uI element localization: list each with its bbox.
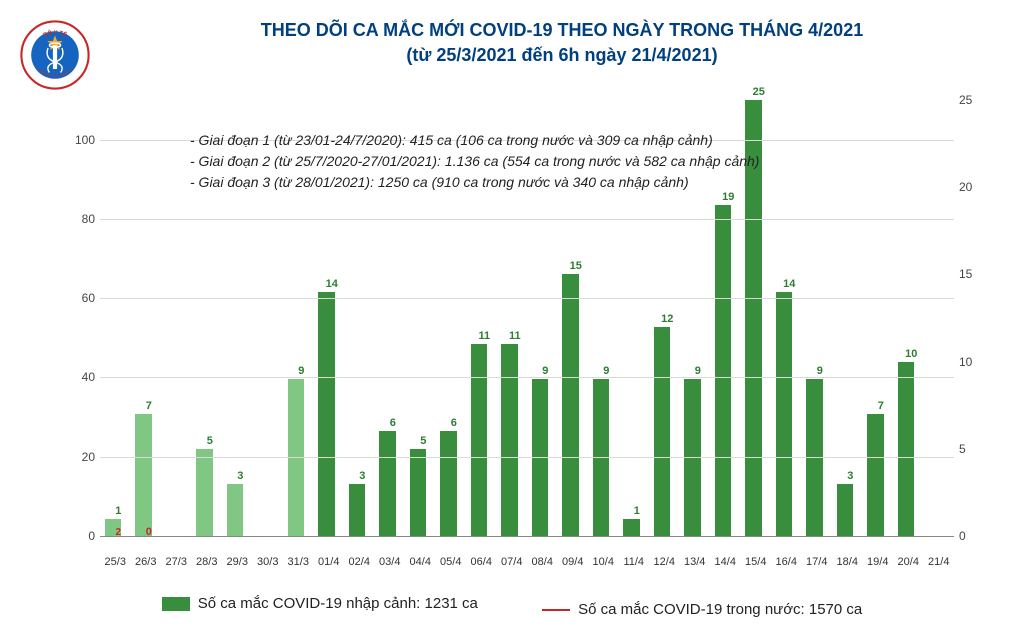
y-right-tick: 20 bbox=[959, 180, 989, 194]
legend-item-domestic: Số ca mắc COVID-19 trong nước: 1570 ca bbox=[542, 601, 862, 618]
bar bbox=[562, 274, 579, 536]
chart-card: BỘ Y TẾ MINISTRY OF HEALTH THEO DÕI CA M… bbox=[0, 0, 1024, 632]
bar bbox=[196, 449, 213, 536]
title-line-2: (từ 25/3/2021 đến 6h ngày 21/4/2021) bbox=[130, 43, 994, 68]
y-right-tick: 15 bbox=[959, 267, 989, 281]
bar-slot: 318/4 bbox=[832, 100, 863, 536]
y-right-tick: 25 bbox=[959, 93, 989, 107]
gridline bbox=[100, 377, 954, 378]
bar-slot: 70226/3 bbox=[131, 100, 162, 536]
ministry-logo: BỘ Y TẾ MINISTRY OF HEALTH bbox=[20, 20, 90, 90]
legend-swatch-bar bbox=[162, 597, 190, 611]
bar bbox=[898, 362, 915, 536]
bar-slot: 21/4 bbox=[924, 100, 955, 536]
bar bbox=[471, 344, 488, 536]
y-left-tick: 80 bbox=[45, 212, 95, 226]
bar bbox=[440, 431, 457, 536]
phase-notes: - Giai đoạn 1 (từ 23/01-24/7/2020): 415 … bbox=[190, 130, 759, 193]
bar bbox=[501, 344, 518, 536]
bar-slot: 125/3 bbox=[100, 100, 131, 536]
y-right-tick: 0 bbox=[959, 529, 989, 543]
chart-area: - Giai đoạn 1 (từ 23/01-24/7/2020): 415 … bbox=[30, 100, 994, 572]
bar bbox=[349, 484, 366, 536]
bar-slot: 27/3 bbox=[161, 100, 192, 536]
y-left-tick: 100 bbox=[45, 133, 95, 147]
legend-item-imported: Số ca mắc COVID-19 nhập cảnh: 1231 ca bbox=[162, 595, 478, 612]
bar bbox=[867, 414, 884, 536]
y-left-tick: 20 bbox=[45, 450, 95, 464]
title-line-1: THEO DÕI CA MẮC MỚI COVID-19 THEO NGÀY T… bbox=[130, 18, 994, 43]
bar bbox=[135, 414, 152, 536]
bar-slot: 1020/4 bbox=[893, 100, 924, 536]
y-left-tick: 40 bbox=[45, 370, 95, 384]
note-line-3: - Giai đoạn 3 (từ 28/01/2021): 1250 ca (… bbox=[190, 172, 759, 193]
y-right-tick: 10 bbox=[959, 355, 989, 369]
plot-region: - Giai đoạn 1 (từ 23/01-24/7/2020): 415 … bbox=[100, 100, 954, 537]
bar bbox=[227, 484, 244, 536]
bar-value-label: 25 bbox=[741, 86, 778, 98]
bar-slot: 1416/4 bbox=[771, 100, 802, 536]
legend: Số ca mắc COVID-19 nhập cảnh: 1231 ca Số… bbox=[0, 595, 1024, 618]
bar bbox=[623, 519, 640, 536]
bar bbox=[776, 292, 793, 536]
gridline bbox=[100, 298, 954, 299]
domestic-small-label: 2 bbox=[100, 527, 137, 538]
y-left-tick: 60 bbox=[45, 291, 95, 305]
bar bbox=[379, 431, 396, 536]
bar bbox=[837, 484, 854, 536]
legend-swatch-line bbox=[542, 609, 570, 611]
legend-text-imported: Số ca mắc COVID-19 nhập cảnh: 1231 ca bbox=[198, 595, 478, 612]
bar-slot: 719/4 bbox=[863, 100, 894, 536]
bar bbox=[715, 205, 732, 536]
gridline bbox=[100, 457, 954, 458]
bar bbox=[318, 292, 335, 536]
bar bbox=[410, 449, 427, 536]
chart-title: THEO DÕI CA MẮC MỚI COVID-19 THEO NGÀY T… bbox=[130, 18, 994, 68]
x-tick-label: 21/4 bbox=[920, 556, 957, 568]
gridline bbox=[100, 219, 954, 220]
legend-text-domestic: Số ca mắc COVID-19 trong nước: 1570 ca bbox=[578, 601, 862, 618]
bar bbox=[654, 327, 671, 536]
y-left-tick: 0 bbox=[45, 529, 95, 543]
note-line-1: - Giai đoạn 1 (từ 23/01-24/7/2020): 415 … bbox=[190, 130, 759, 151]
note-line-2: - Giai đoạn 2 (từ 25/7/2020-27/01/2021):… bbox=[190, 151, 759, 172]
bar-slot: 917/4 bbox=[802, 100, 833, 536]
y-right-tick: 5 bbox=[959, 442, 989, 456]
